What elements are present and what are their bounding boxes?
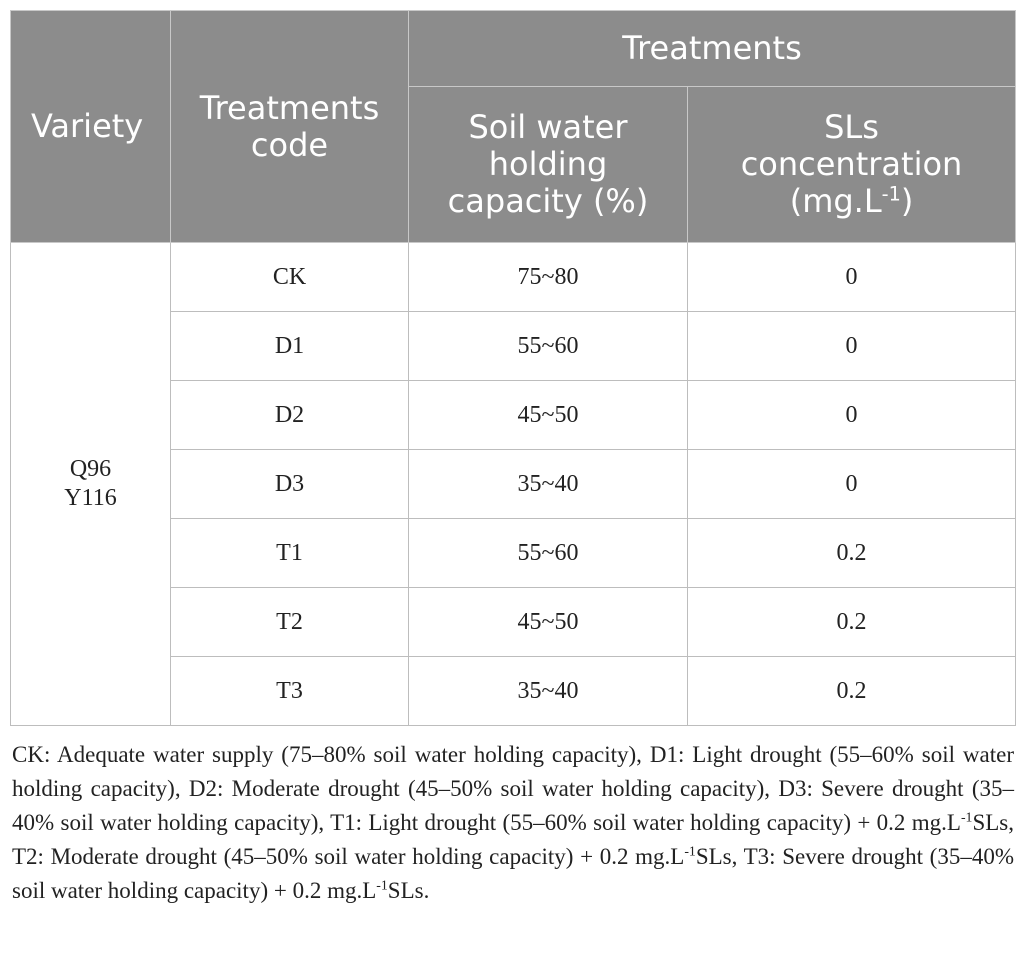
code-cell: T3 <box>170 656 409 726</box>
code-cell: T1 <box>170 518 409 588</box>
header-soil-water: Soil water holding capacity (%) <box>408 86 688 243</box>
header-sls-close: ) <box>900 181 914 220</box>
code-cell: D2 <box>170 380 409 450</box>
table-row: T2 45~50 0.2 <box>11 587 1016 657</box>
variety-cell: Q96 Y116 <box>10 242 171 726</box>
footnote-text: SLs, T2: Moderate drought (45–50% soil w… <box>12 810 1014 869</box>
soil-cell: 45~50 <box>408 380 688 450</box>
treatments-table: Variety Treatments code Treatments Soil … <box>10 10 1016 726</box>
soil-cell: 55~60 <box>408 311 688 381</box>
code-cell: CK <box>170 242 409 312</box>
table-row: Q96 Y116 CK 75~80 0 <box>10 242 1016 726</box>
treatments-table-container: Variety Treatments code Treatments Soil … <box>10 10 1016 726</box>
sls-cell: 0.2 <box>687 518 1016 588</box>
header-treatments-code: Treatments code <box>170 10 409 243</box>
soil-cell: 75~80 <box>408 242 688 312</box>
table-row: D2 45~50 0 <box>11 380 1016 450</box>
table-row: T3 35~40 0.2 <box>11 656 1016 726</box>
header-variety: Variety <box>10 10 171 243</box>
soil-cell: 45~50 <box>408 587 688 657</box>
sls-cell: 0 <box>687 449 1016 519</box>
header-sls-sup: -1 <box>881 182 901 206</box>
variety-line: Y116 <box>64 485 117 511</box>
sls-cell: 0.2 <box>687 656 1016 726</box>
soil-cell: 35~40 <box>408 656 688 726</box>
footnote-text: SLs, T3: Severe drought (35–40% soil wat… <box>12 844 1014 903</box>
code-cell: D3 <box>170 449 409 519</box>
sls-cell: 0.2 <box>687 587 1016 657</box>
soil-cell: 35~40 <box>408 449 688 519</box>
table-footnote: CK: Adequate water supply (75–80% soil w… <box>12 738 1014 908</box>
variety-line: Q96 <box>69 456 112 483</box>
table-row: D1 55~60 0 <box>11 311 1016 381</box>
sls-cell: 0 <box>687 242 1016 312</box>
footnote-text: CK: Adequate water supply (75–80% soil w… <box>12 742 1014 835</box>
footnote-sup: -1 <box>684 843 696 859</box>
header-sls-concentration: SLs concentration (mg.L-1) <box>687 86 1016 243</box>
code-cell: D1 <box>170 311 409 381</box>
sls-cell: 0 <box>687 380 1016 450</box>
footnote-text: SLs. <box>387 878 430 903</box>
header-treatments: Treatments <box>408 10 1016 87</box>
sls-cell: 0 <box>687 311 1016 381</box>
header-sls-text: SLs concentration (mg.L <box>740 108 963 220</box>
table-row: D3 35~40 0 <box>11 449 1016 519</box>
code-cell: T2 <box>170 587 409 657</box>
soil-cell: 55~60 <box>408 518 688 588</box>
footnote-sup: -1 <box>376 877 388 893</box>
footnote-sup: -1 <box>960 809 973 825</box>
